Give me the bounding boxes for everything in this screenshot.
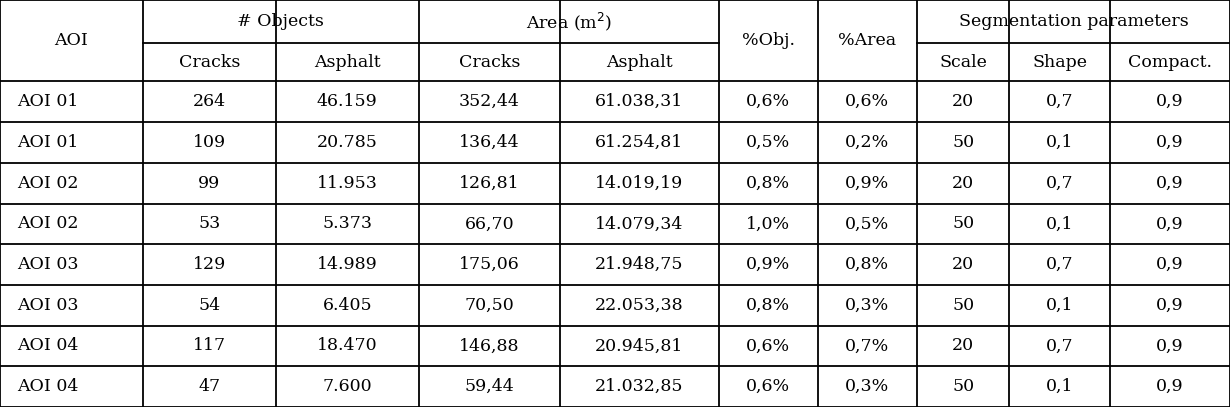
- Text: 0,9: 0,9: [1156, 175, 1183, 192]
- Text: 1,0%: 1,0%: [747, 215, 791, 232]
- Text: 0,9: 0,9: [1156, 256, 1183, 273]
- Text: 20: 20: [952, 256, 974, 273]
- Text: 7.600: 7.600: [322, 378, 371, 395]
- Text: 14.019,19: 14.019,19: [595, 175, 684, 192]
- Text: 70,50: 70,50: [465, 297, 514, 314]
- Text: # Objects: # Objects: [237, 13, 325, 30]
- Text: 0,1: 0,1: [1046, 378, 1074, 395]
- Text: 59,44: 59,44: [465, 378, 514, 395]
- Text: 53: 53: [198, 215, 220, 232]
- Text: 11.953: 11.953: [317, 175, 378, 192]
- Text: 18.470: 18.470: [317, 337, 378, 354]
- Text: AOI 02: AOI 02: [17, 215, 79, 232]
- Text: Compact.: Compact.: [1128, 54, 1212, 70]
- Text: 0,8%: 0,8%: [747, 297, 791, 314]
- Text: 0,7%: 0,7%: [845, 337, 889, 354]
- Text: 0,6%: 0,6%: [747, 378, 791, 395]
- Text: 47: 47: [198, 378, 220, 395]
- Text: 0,7: 0,7: [1046, 93, 1074, 110]
- Text: 50: 50: [952, 215, 974, 232]
- Text: 0,9: 0,9: [1156, 215, 1183, 232]
- Text: 117: 117: [193, 337, 226, 354]
- Text: 5.373: 5.373: [322, 215, 373, 232]
- Text: AOI 03: AOI 03: [17, 256, 79, 273]
- Text: 46.159: 46.159: [317, 93, 378, 110]
- Text: Cracks: Cracks: [178, 54, 240, 70]
- Text: 0,3%: 0,3%: [845, 297, 889, 314]
- Text: Scale: Scale: [940, 54, 986, 70]
- Text: 0,1: 0,1: [1046, 215, 1074, 232]
- Text: Segmentation parameters: Segmentation parameters: [958, 13, 1188, 30]
- Text: AOI 04: AOI 04: [17, 337, 79, 354]
- Text: AOI 01: AOI 01: [17, 93, 79, 110]
- Text: 21.032,85: 21.032,85: [595, 378, 684, 395]
- Text: 0,9: 0,9: [1156, 297, 1183, 314]
- Text: 20.945,81: 20.945,81: [595, 337, 684, 354]
- Text: 0,7: 0,7: [1046, 175, 1074, 192]
- Text: 14.989: 14.989: [317, 256, 378, 273]
- Text: 0,9%: 0,9%: [747, 256, 791, 273]
- Text: 352,44: 352,44: [459, 93, 520, 110]
- Text: 0,6%: 0,6%: [747, 93, 791, 110]
- Text: 129: 129: [193, 256, 226, 273]
- Text: 264: 264: [193, 93, 226, 110]
- Text: 0,1: 0,1: [1046, 134, 1074, 151]
- Text: 20.785: 20.785: [317, 134, 378, 151]
- Text: 175,06: 175,06: [459, 256, 519, 273]
- Text: 6.405: 6.405: [322, 297, 371, 314]
- Text: 0,9: 0,9: [1156, 378, 1183, 395]
- Text: 109: 109: [193, 134, 226, 151]
- Text: AOI 02: AOI 02: [17, 175, 79, 192]
- Text: 50: 50: [952, 134, 974, 151]
- Text: 0,7: 0,7: [1046, 256, 1074, 273]
- Text: Asphalt: Asphalt: [314, 54, 380, 70]
- Text: AOI 03: AOI 03: [17, 297, 79, 314]
- Text: 20: 20: [952, 175, 974, 192]
- Text: 20: 20: [952, 337, 974, 354]
- Text: 54: 54: [198, 297, 220, 314]
- Text: 136,44: 136,44: [459, 134, 519, 151]
- Text: 0,6%: 0,6%: [747, 337, 791, 354]
- Text: Area (m$^2$): Area (m$^2$): [525, 10, 611, 33]
- Text: 20: 20: [952, 93, 974, 110]
- Text: 61.254,81: 61.254,81: [595, 134, 684, 151]
- Text: 126,81: 126,81: [459, 175, 519, 192]
- Text: 22.053,38: 22.053,38: [595, 297, 684, 314]
- Text: 61.038,31: 61.038,31: [595, 93, 684, 110]
- Text: 0,7: 0,7: [1046, 337, 1074, 354]
- Text: 0,9: 0,9: [1156, 337, 1183, 354]
- Text: 50: 50: [952, 378, 974, 395]
- Text: 0,3%: 0,3%: [845, 378, 889, 395]
- Text: 0,9: 0,9: [1156, 134, 1183, 151]
- Text: 14.079,34: 14.079,34: [595, 215, 684, 232]
- Text: 0,2%: 0,2%: [845, 134, 889, 151]
- Text: 0,8%: 0,8%: [845, 256, 889, 273]
- Text: AOI 01: AOI 01: [17, 134, 79, 151]
- Text: Shape: Shape: [1032, 54, 1087, 70]
- Text: Cracks: Cracks: [459, 54, 520, 70]
- Text: 0,1: 0,1: [1046, 297, 1074, 314]
- Text: %Area: %Area: [839, 32, 897, 49]
- Text: 0,8%: 0,8%: [747, 175, 791, 192]
- Text: 0,6%: 0,6%: [845, 93, 889, 110]
- Text: 66,70: 66,70: [465, 215, 514, 232]
- Text: 0,9%: 0,9%: [845, 175, 889, 192]
- Text: 50: 50: [952, 297, 974, 314]
- Text: %Obj.: %Obj.: [742, 32, 795, 49]
- Text: Asphalt: Asphalt: [606, 54, 673, 70]
- Text: 99: 99: [198, 175, 220, 192]
- Text: 0,5%: 0,5%: [747, 134, 791, 151]
- Text: AOI 04: AOI 04: [17, 378, 79, 395]
- Text: 0,5%: 0,5%: [845, 215, 889, 232]
- Text: 146,88: 146,88: [459, 337, 519, 354]
- Text: AOI: AOI: [54, 32, 89, 49]
- Text: 21.948,75: 21.948,75: [595, 256, 684, 273]
- Text: 0,9: 0,9: [1156, 93, 1183, 110]
